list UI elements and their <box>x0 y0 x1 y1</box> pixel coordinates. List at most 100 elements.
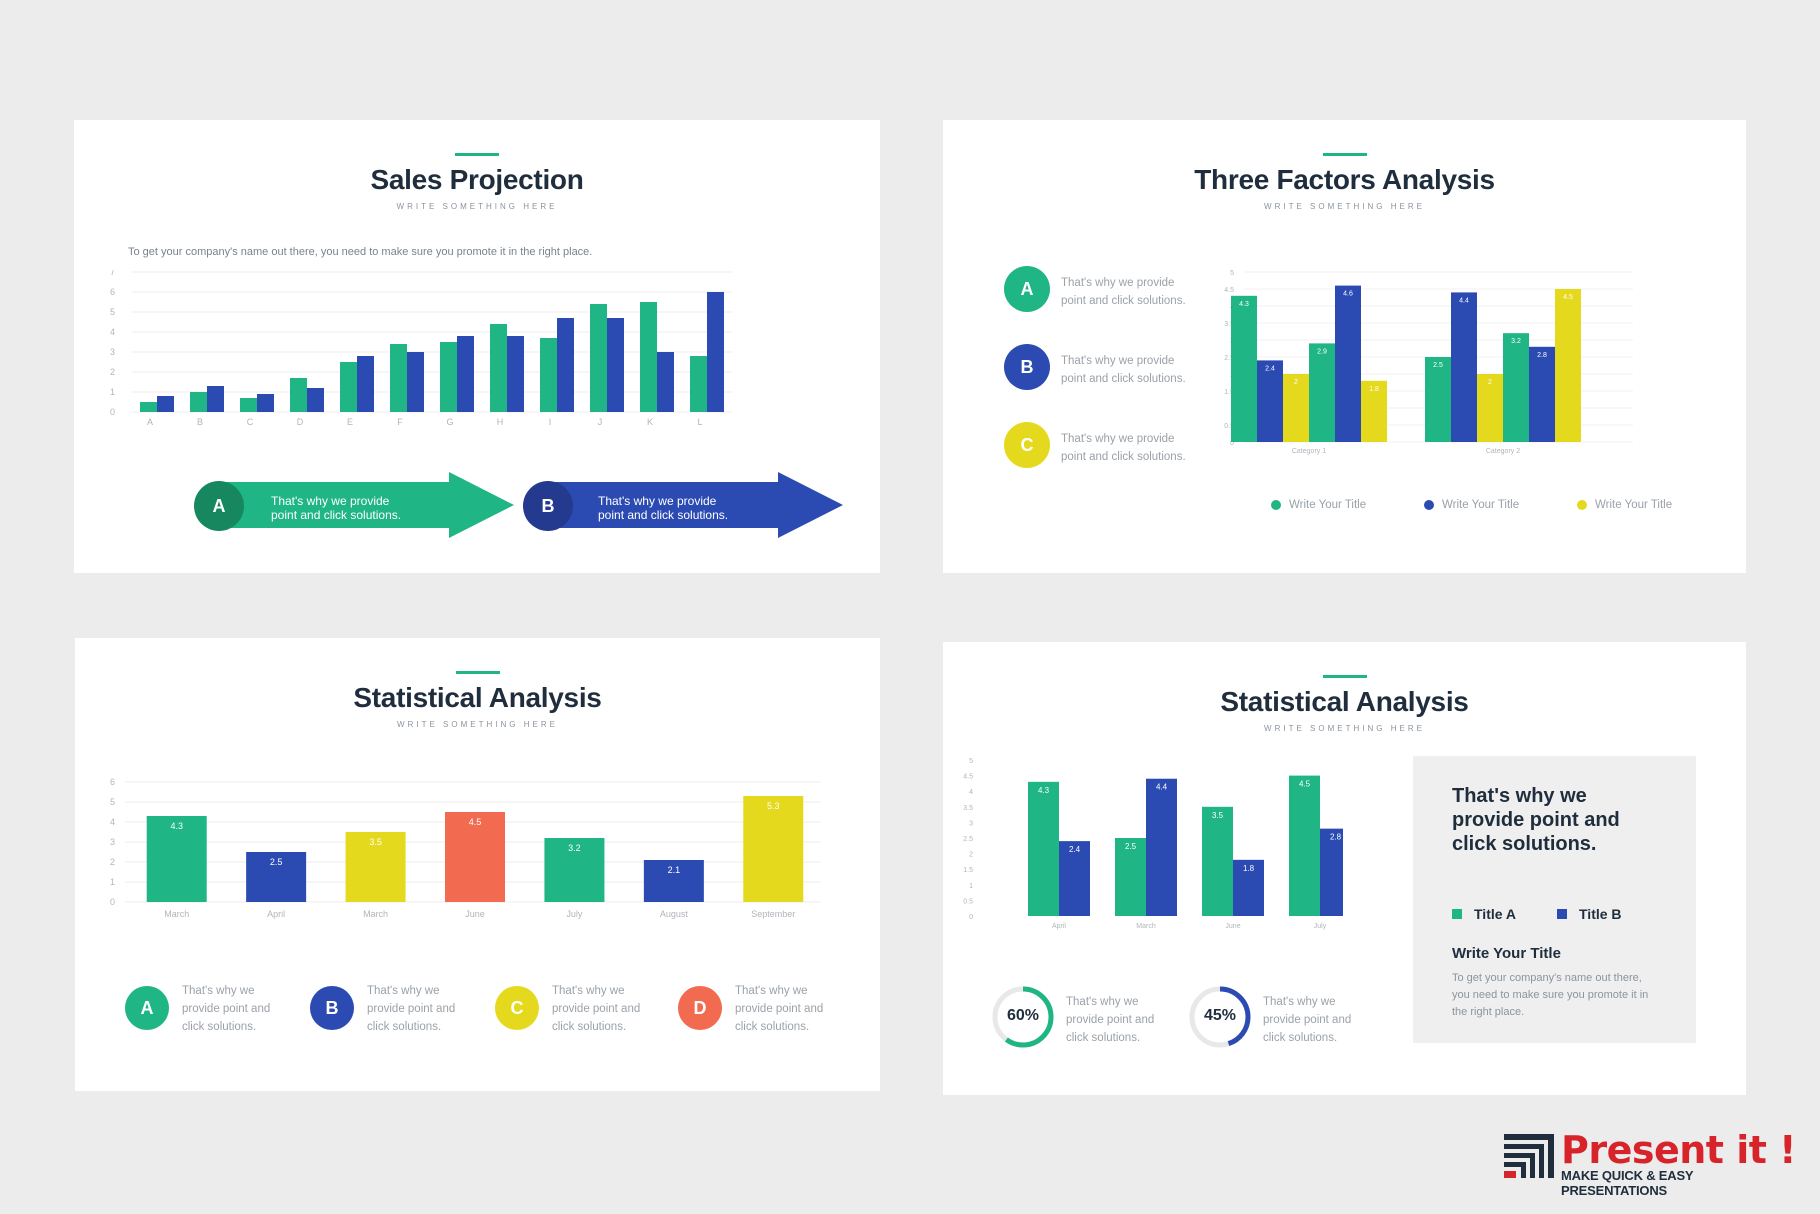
donut-chart-45 <box>1189 986 1251 1048</box>
x-tick-label: L <box>697 417 702 427</box>
legend-item-blue: Write Your Title <box>1424 499 1519 511</box>
y-tick-label: 0 <box>110 407 115 417</box>
title-accent-line <box>455 671 500 674</box>
bar <box>457 336 474 412</box>
bar <box>607 318 624 412</box>
brand-icon <box>1504 1134 1554 1178</box>
stat-badge-d: D <box>678 986 722 1030</box>
stat-line: provide point and <box>182 1003 271 1015</box>
arrow-body-a <box>224 472 514 538</box>
x-tick-label: C <box>247 417 254 427</box>
y-tick-label: 1.5 <box>1224 389 1234 396</box>
bar <box>1335 285 1361 442</box>
bar-value-label: 2.1 <box>668 865 681 875</box>
y-tick-label: 1.5 <box>963 867 973 874</box>
panel-body-text: To get your company's name out there, yo… <box>1452 972 1649 1018</box>
bar <box>1283 374 1309 442</box>
slide-sales-projection: Sales Projection WRITE SOMETHING HERE To… <box>74 120 880 573</box>
three-factors-bar-chart: 00.511.522.533.544.554.32.422.94.61.8Cat… <box>1224 270 1633 455</box>
bar <box>1233 859 1264 916</box>
stat-line: click solutions. <box>552 1021 627 1033</box>
y-tick-label: 5 <box>110 307 115 317</box>
bar-value-label: 2 <box>1488 379 1492 386</box>
stat-line: That's why we <box>367 985 440 997</box>
y-tick-label: 4.5 <box>963 774 973 781</box>
bar <box>557 318 574 412</box>
slide-title: Sales Projection <box>370 164 584 195</box>
slide-title: Statistical Analysis <box>1220 686 1469 717</box>
donut-value-60: 60% <box>1006 1007 1040 1024</box>
bar <box>1231 295 1257 442</box>
statistical-bar-chart: 0 1 2 3 4 5 6 4.3 March 2.5 April 3.5 March 4.5 June 3.… <box>110 778 821 919</box>
x-tick-label: H <box>497 417 504 427</box>
y-tick-label: 3 <box>110 837 115 847</box>
stat-line: click solutions. <box>182 1021 257 1033</box>
bar <box>340 362 357 412</box>
x-tick-label: A <box>147 417 153 427</box>
x-tick-label: B <box>197 417 203 427</box>
bar <box>1289 775 1320 916</box>
bar-value-label: 3.2 <box>1511 338 1521 345</box>
slide-subtitle: WRITE SOMETHING HERE <box>1264 202 1425 211</box>
legend-label: Write Your Title <box>1289 499 1367 511</box>
y-tick-label: 0 <box>110 897 115 907</box>
x-tick-label: I <box>549 417 552 427</box>
x-tick-label: D <box>297 417 304 427</box>
arrow-shape-b <box>553 472 843 538</box>
bar <box>690 356 707 412</box>
bar <box>590 304 607 412</box>
x-tick-label: March <box>363 909 388 919</box>
legend-label: Write Your Title <box>1595 499 1673 511</box>
bar-value-label: 3.5 <box>1212 811 1224 820</box>
legend-swatch <box>1557 909 1567 919</box>
stat-text-c: That's why we provide point and click so… <box>552 982 640 1036</box>
panel-subheading: Write Your Title <box>1452 945 1561 962</box>
donut-progress <box>1189 986 1251 1048</box>
bar <box>357 356 374 412</box>
y-tick-label: 2.5 <box>1224 355 1234 362</box>
arrow-line2: point and click solutions. <box>271 508 402 522</box>
bar-value-label: 3.5 <box>369 837 382 847</box>
bar-value-label: 4.6 <box>1343 291 1353 298</box>
bar <box>140 402 157 412</box>
bar <box>146 816 207 902</box>
y-tick-label: 3 <box>969 820 973 827</box>
stat-line: That's why we <box>182 985 255 997</box>
factor-line1: That's why we provide <box>1061 355 1175 367</box>
y-tick-label: 5 <box>110 797 115 807</box>
x-tick-label: August <box>660 909 689 919</box>
y-tick-label: 2 <box>110 367 115 377</box>
factor-text-c: That's why we provide point and click so… <box>1061 430 1186 466</box>
stat-line: provide point and <box>367 1003 456 1015</box>
x-tick-label: Category 2 <box>1486 448 1520 455</box>
bar-value-label: 1.8 <box>1243 864 1255 873</box>
slide-title: Three Factors Analysis <box>1194 164 1495 195</box>
bar-value-label: 2.5 <box>270 857 283 867</box>
donut-text-45: That's why we provide point and click so… <box>1263 993 1351 1047</box>
donut-text-60: That's why we provide point and click so… <box>1066 993 1154 1047</box>
bar <box>1028 781 1059 916</box>
bar <box>290 378 307 412</box>
arrow-shape-a <box>224 472 514 538</box>
donut-line: provide point and <box>1066 1014 1155 1026</box>
x-tick-label: April <box>1052 923 1066 930</box>
title-accent-line <box>1322 675 1367 678</box>
brand-name: Present it ! <box>1561 1128 1796 1172</box>
legend-item-green: Write Your Title <box>1271 499 1366 511</box>
bar-value-label: 4.4 <box>1156 783 1168 792</box>
bar-value-label: 2 <box>1294 379 1298 386</box>
bar <box>1309 343 1335 442</box>
y-tick-label: 2 <box>110 857 115 867</box>
bar-value-label: 2.8 <box>1537 352 1547 359</box>
bar-value-label: 4.3 <box>170 821 183 831</box>
brand-logo: Present it ! MAKE QUICK & EASY PRESENTAT… <box>1504 1128 1800 1198</box>
bar <box>540 338 557 412</box>
y-tick-label: 5 <box>969 758 973 765</box>
bar-value-label: 4.5 <box>1299 780 1311 789</box>
bar <box>707 292 724 412</box>
y-tick-label: 3.5 <box>963 805 973 812</box>
bar <box>207 386 224 412</box>
title-ab-bar-chart: 0 0.5 1 1.5 2 2.5 3 3.5 4 4.5 5 4.3 2.4 April 2.5 4.4 Ma… <box>963 758 1343 930</box>
x-tick-label: March <box>1136 923 1156 930</box>
stat-badge-a: A <box>125 986 169 1030</box>
